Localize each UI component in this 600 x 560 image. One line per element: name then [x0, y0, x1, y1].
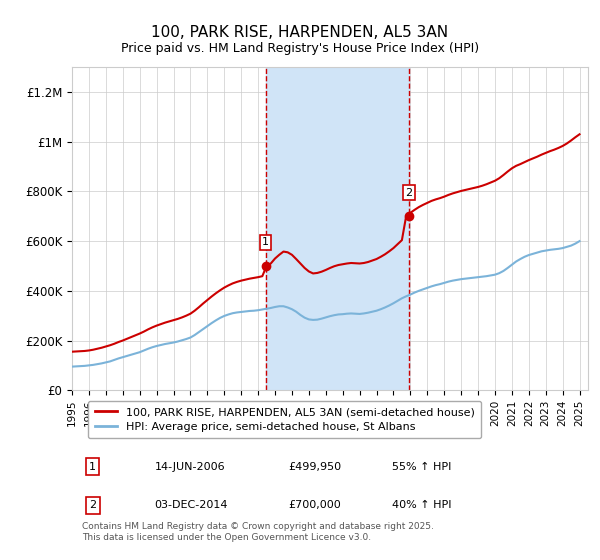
Text: 2: 2 — [89, 500, 96, 510]
Text: 55% ↑ HPI: 55% ↑ HPI — [392, 461, 451, 472]
Text: 1: 1 — [89, 461, 96, 472]
Text: 40% ↑ HPI: 40% ↑ HPI — [392, 500, 451, 510]
Text: 100, PARK RISE, HARPENDEN, AL5 3AN: 100, PARK RISE, HARPENDEN, AL5 3AN — [151, 25, 449, 40]
Text: 03-DEC-2014: 03-DEC-2014 — [155, 500, 228, 510]
Text: Price paid vs. HM Land Registry's House Price Index (HPI): Price paid vs. HM Land Registry's House … — [121, 42, 479, 55]
Text: 2: 2 — [406, 188, 413, 198]
Text: 14-JUN-2006: 14-JUN-2006 — [155, 461, 225, 472]
Text: Contains HM Land Registry data © Crown copyright and database right 2025.
This d: Contains HM Land Registry data © Crown c… — [82, 522, 434, 542]
Text: £499,950: £499,950 — [289, 461, 342, 472]
Text: 1: 1 — [262, 237, 269, 248]
Text: £700,000: £700,000 — [289, 500, 341, 510]
Legend: 100, PARK RISE, HARPENDEN, AL5 3AN (semi-detached house), HPI: Average price, se: 100, PARK RISE, HARPENDEN, AL5 3AN (semi… — [88, 401, 481, 438]
Bar — [266, 67, 409, 390]
